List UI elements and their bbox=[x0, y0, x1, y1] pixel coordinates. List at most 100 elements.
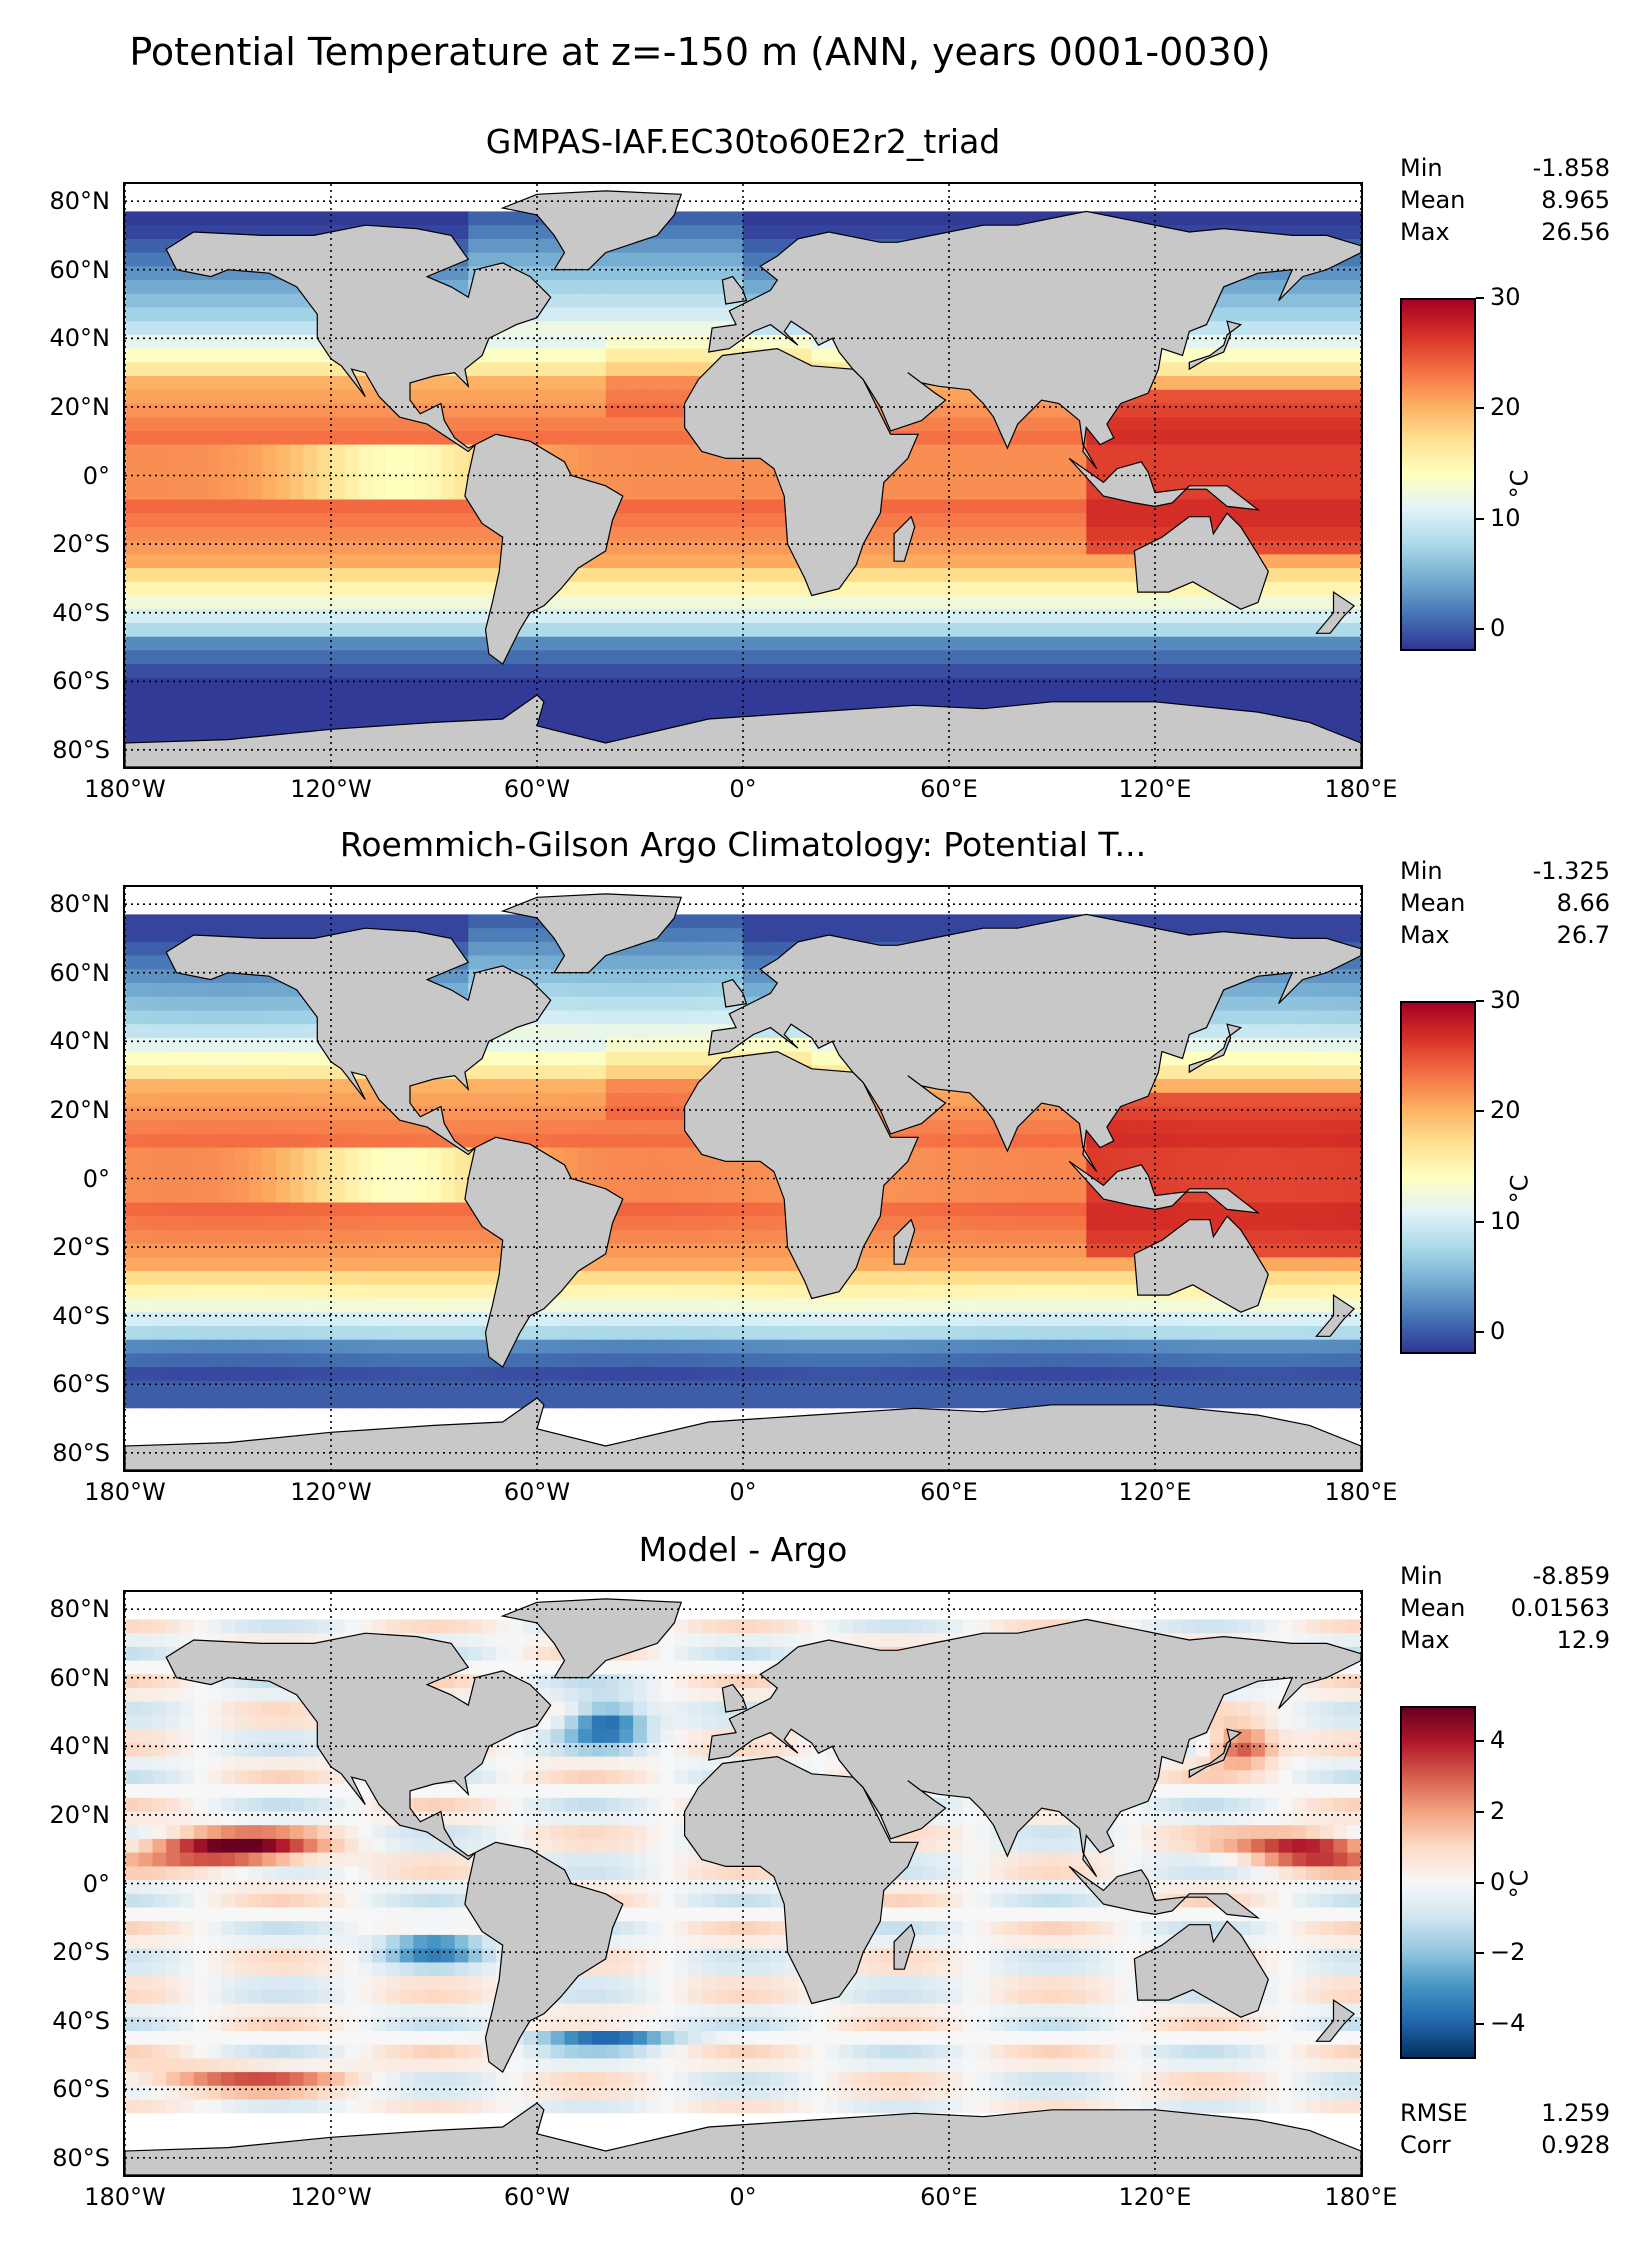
colorbar-tick-label: 10 bbox=[1476, 1206, 1521, 1235]
lon-tick-label: 60°E bbox=[920, 1478, 978, 1506]
map-panel-argo bbox=[123, 885, 1363, 1472]
lat-tick-label: 60°N bbox=[49, 1663, 111, 1692]
stat-min: -8.859 bbox=[1532, 1562, 1610, 1590]
lat-tick-label: 60°N bbox=[49, 255, 111, 284]
stat-corr: 0.928 bbox=[1541, 2131, 1610, 2159]
stat-label: Mean bbox=[1400, 889, 1466, 917]
stats-argo: Min -1.325 Mean 8.66 Max 26.7 bbox=[1400, 855, 1610, 951]
stat-label: Min bbox=[1400, 154, 1443, 182]
lat-tick-label: 20°S bbox=[52, 1938, 110, 1967]
lon-tick-label: 180°W bbox=[84, 775, 166, 803]
lon-tick-label: 60°W bbox=[503, 1478, 571, 1506]
stat-mean: 0.01563 bbox=[1510, 1594, 1610, 1622]
lat-tick-label: 40°S bbox=[52, 2006, 110, 2035]
lat-tick-label: 80°S bbox=[52, 1438, 110, 1467]
colorbar-model bbox=[1400, 298, 1476, 651]
lat-tick-label: 20°N bbox=[49, 1095, 111, 1124]
colorbar-tick-label: 20 bbox=[1476, 393, 1521, 422]
colorbar-tick-label: −2 bbox=[1475, 1938, 1526, 1967]
lat-tick-label: 20°S bbox=[52, 1233, 110, 1262]
lon-tick-label: 0° bbox=[729, 1478, 757, 1506]
lat-tick-label: 80°S bbox=[52, 2143, 110, 2172]
panel-title-model: GMPAS-IAF.EC30to60E2r2_triad bbox=[485, 122, 1001, 161]
stat-max: 12.9 bbox=[1556, 1626, 1610, 1654]
stat-label: Min bbox=[1400, 1562, 1443, 1590]
stat-max: 26.7 bbox=[1556, 921, 1610, 949]
stat-mean: 8.965 bbox=[1541, 186, 1610, 214]
lat-tick-label: 20°S bbox=[52, 530, 110, 559]
colorbar-tick-label: 30 bbox=[1476, 283, 1521, 311]
map-panel-model bbox=[123, 182, 1363, 769]
colorbar-tick-label: 30 bbox=[1476, 986, 1521, 1014]
lat-tick-label: 0° bbox=[82, 461, 110, 490]
stat-mean: 8.66 bbox=[1556, 889, 1610, 917]
lat-tick-label: 80°N bbox=[49, 187, 111, 216]
lat-tick-label: 40°N bbox=[49, 1027, 111, 1056]
lat-tick-label: 80°N bbox=[49, 890, 111, 919]
lon-tick-label: 120°E bbox=[1118, 1478, 1192, 1506]
lat-tick-label: 0° bbox=[82, 1164, 110, 1193]
lon-tick-label: 180°E bbox=[1324, 775, 1398, 803]
panel-title-diff: Model - Argo bbox=[638, 1530, 848, 1569]
colorbar-tick-label: 2 bbox=[1475, 1796, 1506, 1825]
lon-tick-label: 60°E bbox=[920, 2183, 978, 2211]
lon-tick-label: 60°W bbox=[503, 775, 571, 803]
colorbar-tick-label: 0 bbox=[1475, 1316, 1506, 1345]
stat-label: Max bbox=[1400, 218, 1450, 246]
stat-label: Max bbox=[1400, 1626, 1450, 1654]
lat-tick-label: 80°N bbox=[49, 1595, 111, 1624]
graticule bbox=[125, 887, 1361, 1470]
lat-tick-label: 60°S bbox=[52, 1370, 110, 1399]
colorbar-diff bbox=[1400, 1706, 1476, 2059]
lat-tick-label: 40°S bbox=[52, 598, 110, 627]
lon-tick-label: 180°W bbox=[84, 1478, 166, 1506]
stats-diff-extra: RMSE 1.259 Corr 0.928 bbox=[1400, 2097, 1610, 2161]
lat-tick-label: 60°N bbox=[49, 958, 111, 987]
lat-tick-label: 60°S bbox=[52, 2075, 110, 2104]
stat-label: Mean bbox=[1400, 1594, 1466, 1622]
stat-label: RMSE bbox=[1400, 2099, 1468, 2127]
figure-suptitle: Potential Temperature at z=-150 m (ANN, … bbox=[129, 30, 1271, 74]
lon-tick-label: 180°E bbox=[1324, 1478, 1398, 1506]
lon-tick-label: 180°E bbox=[1324, 2183, 1398, 2211]
map-panel-diff bbox=[123, 1590, 1363, 2177]
stat-rmse: 1.259 bbox=[1541, 2099, 1610, 2127]
stat-min: -1.325 bbox=[1532, 857, 1610, 885]
stat-label: Max bbox=[1400, 921, 1450, 949]
colorbar-tick-label: 0 bbox=[1475, 1867, 1506, 1896]
stat-max: 26.56 bbox=[1541, 218, 1610, 246]
lon-tick-label: 120°W bbox=[290, 775, 372, 803]
graticule bbox=[125, 184, 1361, 767]
lat-tick-label: 40°N bbox=[49, 324, 111, 353]
lat-tick-label: 60°S bbox=[52, 667, 110, 696]
lon-tick-label: 120°W bbox=[290, 2183, 372, 2211]
lon-tick-label: 120°E bbox=[1118, 2183, 1192, 2211]
lon-tick-label: 120°E bbox=[1118, 775, 1192, 803]
lat-tick-label: 40°S bbox=[52, 1301, 110, 1330]
colorbar-tick-label: −4 bbox=[1475, 2008, 1526, 2037]
lat-tick-label: 40°N bbox=[49, 1732, 111, 1761]
colorbar-unit: °C bbox=[1505, 1869, 1534, 1899]
stat-label: Min bbox=[1400, 857, 1443, 885]
lon-tick-label: 0° bbox=[729, 2183, 757, 2211]
lon-tick-label: 180°W bbox=[84, 2183, 166, 2211]
colorbar-tick-label: 10 bbox=[1476, 503, 1521, 532]
colorbar-unit: °C bbox=[1505, 1174, 1534, 1204]
panel-title-argo: Roemmich-Gilson Argo Climatology: Potent… bbox=[339, 825, 1147, 864]
colorbar-tick-label: 20 bbox=[1476, 1096, 1521, 1125]
stats-diff: Min -8.859 Mean 0.01563 Max 12.9 bbox=[1400, 1560, 1610, 1656]
lon-tick-label: 60°W bbox=[503, 2183, 571, 2211]
colorbar-argo bbox=[1400, 1001, 1476, 1354]
lat-tick-label: 0° bbox=[82, 1869, 110, 1898]
colorbar-tick-label: 0 bbox=[1475, 613, 1506, 642]
stat-label: Mean bbox=[1400, 186, 1466, 214]
lon-tick-label: 60°E bbox=[920, 775, 978, 803]
stat-label: Corr bbox=[1400, 2131, 1451, 2159]
lon-tick-label: 0° bbox=[729, 775, 757, 803]
lat-tick-label: 80°S bbox=[52, 735, 110, 764]
colorbar-tick-label: 4 bbox=[1475, 1726, 1506, 1755]
land-mask bbox=[125, 1598, 1361, 2175]
graticule bbox=[125, 1592, 1361, 2175]
lat-tick-label: 20°N bbox=[49, 392, 111, 421]
colorbar-unit: °C bbox=[1505, 469, 1534, 499]
